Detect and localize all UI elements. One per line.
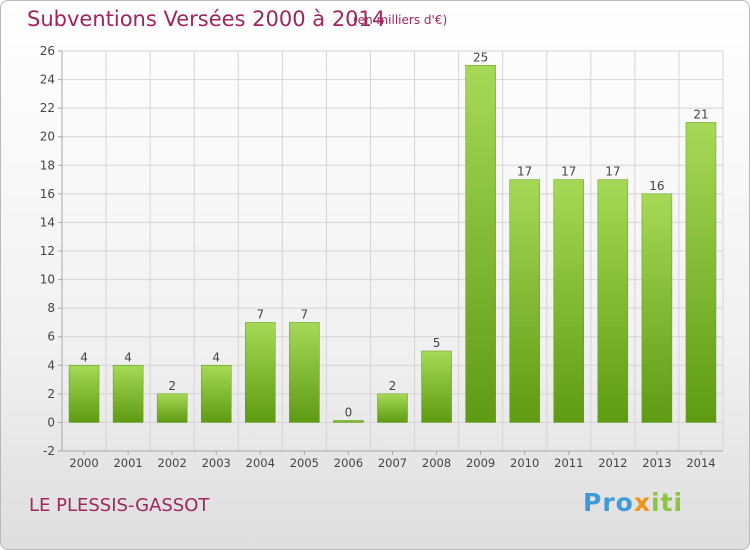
bar: [465, 65, 496, 423]
x-tick-label: 2003: [202, 456, 231, 470]
y-tick-label: -2: [43, 444, 55, 458]
bar: [377, 393, 408, 423]
bar-value-label: 21: [693, 107, 708, 121]
chart-title: Subventions Versées 2000 à 2014: [27, 7, 386, 31]
bar-value-label: 16: [649, 179, 664, 193]
bar-value-label: 25: [473, 50, 488, 64]
bar-value-label: 0: [345, 405, 353, 419]
x-tick-label: 2008: [422, 456, 451, 470]
bar: [245, 322, 276, 423]
y-tick-label: 24: [40, 73, 55, 87]
chart-unit-note: (en milliers d'€): [353, 13, 448, 27]
proxiti-logo: Proxiti: [583, 488, 683, 517]
x-tick-label: 2004: [246, 456, 275, 470]
x-tick-label: 2007: [378, 456, 407, 470]
bar: [685, 122, 717, 423]
y-tick-label: 2: [47, 387, 55, 401]
bar: [156, 393, 188, 423]
commune-name: LE PLESSIS-GASSOT: [29, 495, 210, 516]
x-tick-label: 2006: [334, 456, 363, 470]
bar-value-label: 4: [80, 350, 88, 364]
bar: [641, 193, 673, 423]
logo-part-3: iti: [650, 488, 684, 517]
bars: [68, 65, 717, 423]
x-tick-label: 2010: [510, 456, 539, 470]
x-tick-label: 2011: [554, 456, 583, 470]
bar: [289, 322, 320, 423]
bar-value-label: 5: [433, 336, 441, 350]
y-tick-label: 0: [47, 415, 55, 429]
y-tick-label: 8: [47, 301, 55, 315]
bar-value-label: 4: [124, 350, 132, 364]
x-tick-label: 2005: [290, 456, 319, 470]
bar-value-label: 17: [605, 165, 620, 179]
bar: [333, 420, 364, 423]
y-tick-label: 26: [40, 44, 55, 58]
bar-value-label: 17: [517, 165, 532, 179]
bar: [597, 179, 629, 423]
y-tick-label: 22: [40, 101, 55, 115]
bar-value-label: 2: [389, 379, 397, 393]
y-tick-label: 12: [40, 244, 55, 258]
bar-value-label: 7: [301, 307, 309, 321]
y-tick-label: 14: [40, 215, 55, 229]
bar: [68, 365, 100, 423]
bar: [112, 365, 144, 423]
y-tick-label: 10: [40, 273, 55, 287]
bar: [200, 365, 232, 423]
x-tick-label: 2013: [642, 456, 671, 470]
x-tick-label: 2001: [113, 456, 142, 470]
bar-value-label: 7: [256, 307, 264, 321]
x-tick-label: 2002: [158, 456, 187, 470]
y-tick-label: 20: [40, 130, 55, 144]
y-tick-label: 4: [47, 358, 55, 372]
x-tick-label: 2012: [598, 456, 627, 470]
y-tick-label: 16: [40, 187, 55, 201]
logo-part-2: x: [633, 488, 651, 517]
bar-value-label: 17: [561, 165, 576, 179]
bar-value-label: 4: [212, 350, 220, 364]
x-tick-label: 2000: [69, 456, 98, 470]
bar: [509, 179, 540, 423]
x-tick-label: 2014: [686, 456, 715, 470]
logo-part-1: Pro: [583, 488, 634, 517]
x-tick-label: 2009: [466, 456, 495, 470]
y-tick-label: 18: [40, 158, 55, 172]
bar: [553, 179, 585, 423]
bar: [421, 350, 452, 423]
bar-value-label: 2: [168, 379, 176, 393]
y-tick-label: 6: [47, 330, 55, 344]
